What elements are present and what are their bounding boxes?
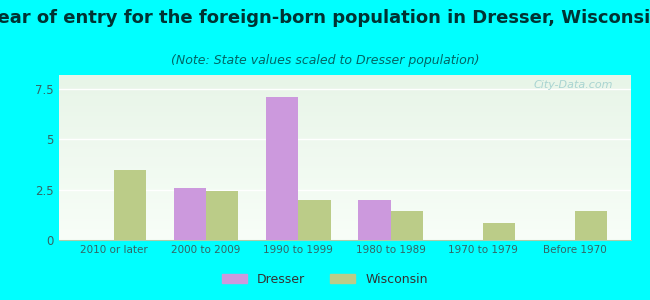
Bar xyxy=(114,169,146,240)
Bar xyxy=(483,223,515,240)
Bar xyxy=(391,211,423,240)
Bar xyxy=(358,200,391,240)
Text: (Note: State values scaled to Dresser population): (Note: State values scaled to Dresser po… xyxy=(171,54,479,67)
Legend: Dresser, Wisconsin: Dresser, Wisconsin xyxy=(217,268,433,291)
Bar xyxy=(174,188,206,240)
Text: City-Data.com: City-Data.com xyxy=(534,80,614,90)
Bar xyxy=(575,211,608,240)
Bar xyxy=(266,97,298,240)
Bar xyxy=(298,200,331,240)
Text: Year of entry for the foreign-born population in Dresser, Wisconsin: Year of entry for the foreign-born popul… xyxy=(0,9,650,27)
Bar xyxy=(206,191,239,240)
